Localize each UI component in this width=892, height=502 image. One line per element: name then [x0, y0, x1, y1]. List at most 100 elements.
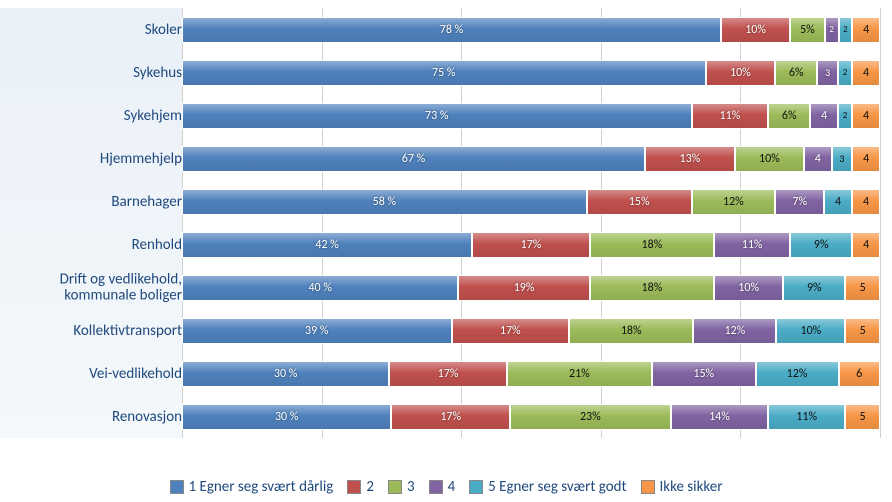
x-tick-label: 20%	[309, 0, 335, 4]
y-axis-label: Drift og vedlikehold, kommunale boliger	[12, 271, 182, 304]
bar-segment: 5	[845, 404, 880, 430]
bar-segment-label: 4	[863, 23, 869, 37]
bar-segment: 4	[852, 60, 880, 86]
bar-segment: 4	[824, 189, 852, 215]
bar-segment-label: 30 %	[275, 410, 298, 424]
x-tick-label: 80%	[727, 0, 753, 4]
bar-segment: 12%	[692, 189, 776, 215]
bar-segment: 11%	[692, 103, 769, 129]
bar-segment: 78 %	[182, 17, 721, 43]
gridline	[880, 8, 881, 438]
bar-segment: 18%	[590, 275, 714, 301]
bar-segment: 30 %	[182, 404, 391, 430]
bar-segment: 67 %	[182, 146, 645, 172]
bar-segment: 10%	[714, 275, 783, 301]
bar-segment: 17%	[452, 318, 569, 344]
bar-segment-label: 19%	[514, 281, 535, 295]
bar-segment-label: 3	[825, 66, 830, 79]
bar-segment-label: 21%	[569, 367, 590, 381]
bar-segment: 15%	[587, 189, 692, 215]
y-axis-label: Skoler	[145, 21, 182, 38]
bar-segment-label: 15%	[629, 195, 650, 209]
bar-segment: 58 %	[182, 189, 587, 215]
bar-segment-label: 15%	[693, 367, 714, 381]
bar-segment: 2	[838, 60, 852, 86]
bar-segment-label: 5	[860, 324, 866, 338]
bar-segment: 4	[804, 146, 832, 172]
legend-swatch	[429, 480, 443, 494]
bar-segment: 3	[817, 60, 838, 86]
x-tick-label: 60%	[588, 0, 614, 4]
bar-segment-label: 17%	[440, 410, 461, 424]
bar-segment: 10%	[721, 17, 790, 43]
y-axis-label: Vei-vedlikehold	[89, 365, 182, 382]
bar-segment: 75 %	[182, 60, 706, 86]
bar-segment: 17%	[472, 232, 589, 258]
bar-segment-label: 4	[835, 195, 841, 209]
bar-segment-label: 17%	[521, 238, 542, 252]
bar-row: 30 %17%23%14%11%5	[182, 404, 880, 430]
bar-segment-label: 9%	[807, 281, 822, 295]
legend-label: Ikke sikker	[660, 478, 723, 496]
x-tick-label: 0%	[173, 0, 192, 4]
bar-row: 39 %17%18%12%10%5	[182, 318, 880, 344]
bar-segment-label: 4	[863, 152, 869, 166]
bar-segment: 7%	[775, 189, 824, 215]
bar-segment: 4	[852, 189, 880, 215]
bar-segment-label: 78 %	[440, 23, 463, 37]
bar-segment: 23%	[510, 404, 671, 430]
bar-segment-label: 6%	[782, 109, 797, 123]
bar-segment-label: 10%	[730, 66, 751, 80]
bar-segment: 9%	[790, 232, 852, 258]
bar-segment: 11%	[714, 232, 790, 258]
bar-segment: 5%	[790, 17, 825, 43]
bar-segment-label: 18%	[621, 324, 642, 338]
bar-segment-label: 12%	[723, 195, 744, 209]
bar-segment-label: 23%	[580, 410, 601, 424]
bar-segment: 39 %	[182, 318, 452, 344]
bar-segment: 2	[839, 17, 853, 43]
bar-segment: 73 %	[182, 103, 692, 129]
bar-segment: 6%	[768, 103, 810, 129]
bar-segment-label: 4	[815, 152, 821, 166]
bar-segment: 17%	[391, 404, 510, 430]
legend-swatch	[388, 480, 402, 494]
bar-segment-label: 9%	[814, 238, 829, 252]
bar-segment-label: 6	[856, 367, 862, 381]
legend-swatch	[469, 480, 483, 494]
legend-item: 4	[429, 478, 456, 496]
bar-segment-label: 5	[860, 281, 866, 295]
bar-segment-label: 4	[863, 66, 869, 80]
bar-segment-label: 42 %	[315, 238, 338, 252]
legend-item: Ikke sikker	[641, 478, 723, 496]
legend-swatch	[347, 480, 361, 494]
legend-label: 5 Egner seg svært godt	[488, 478, 626, 496]
stacked-bar-chart: 0%20%40%60%80%100%78 %10%5%22475 %10%6%3…	[0, 0, 892, 502]
y-axis-label: Sykehus	[133, 64, 182, 81]
bar-segment-label: 2	[843, 67, 848, 78]
bar-segment-label: 4	[863, 238, 869, 252]
bar-row: 42 %17%18%11%9%4	[182, 232, 880, 258]
bar-segment: 12%	[756, 361, 839, 387]
bar-segment-label: 17%	[500, 324, 521, 338]
bar-segment: 42 %	[182, 232, 472, 258]
legend-label: 1 Egner seg svært dårlig	[189, 478, 334, 496]
bar-segment: 2	[838, 103, 852, 129]
bar-segment-label: 13%	[680, 152, 701, 166]
bar-segment: 19%	[458, 275, 589, 301]
legend-label: 3	[407, 478, 415, 496]
bar-segment: 6	[839, 361, 880, 387]
bar-segment-label: 73 %	[425, 109, 448, 123]
bar-segment: 17%	[389, 361, 506, 387]
bar-segment: 4	[852, 146, 880, 172]
bar-segment: 30 %	[182, 361, 389, 387]
bar-segment-label: 75 %	[432, 66, 455, 80]
bar-segment-label: 67 %	[402, 152, 425, 166]
bar-segment-label: 2	[843, 110, 848, 121]
bar-segment-label: 17%	[438, 367, 459, 381]
bar-row: 67 %13%10%434	[182, 146, 880, 172]
y-axis-label: Barnehager	[111, 193, 182, 210]
bar-segment: 4	[810, 103, 838, 129]
bar-segment-label: 14%	[709, 410, 730, 424]
legend-item: 3	[388, 478, 415, 496]
